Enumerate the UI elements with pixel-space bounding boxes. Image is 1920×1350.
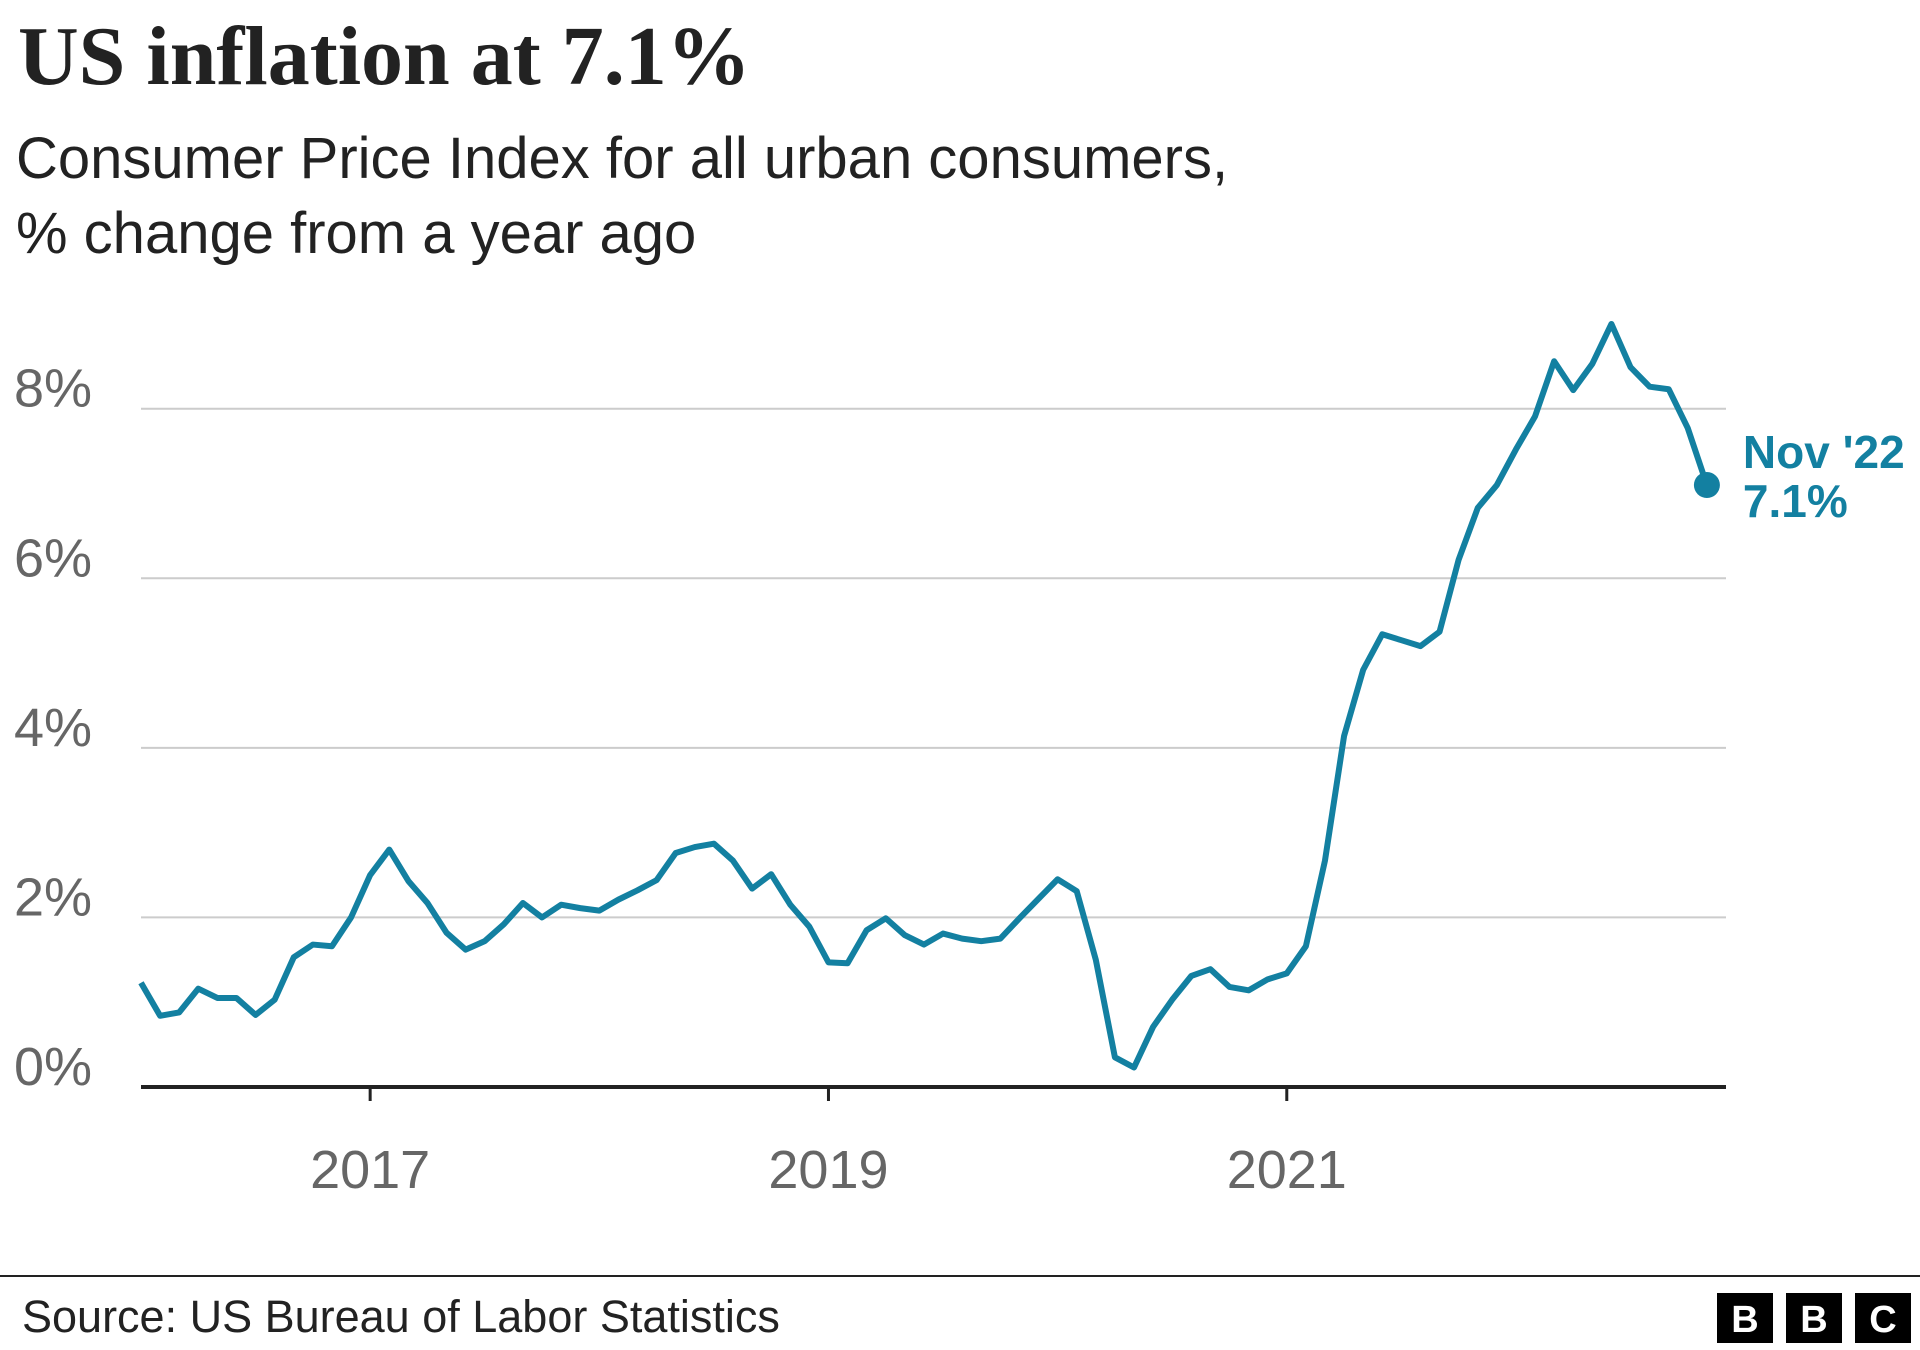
y-tick-label: 6% — [14, 528, 92, 588]
logo-box — [1855, 1293, 1911, 1343]
series-line — [138, 320, 1710, 1071]
chart-title: US inflation at 7.1% — [18, 10, 751, 103]
logo-letter: C — [1869, 1299, 1896, 1341]
y-tick-label: 0% — [14, 1037, 92, 1097]
x-tick-label: 2017 — [310, 1140, 430, 1200]
y-tick-label: 2% — [14, 867, 92, 927]
end-label-value: 7.1% — [1743, 475, 1848, 527]
logo-letter: B — [1800, 1299, 1827, 1341]
x-tick-label: 2019 — [768, 1140, 888, 1200]
source: Source: US Bureau of Labor Statistics — [22, 1291, 780, 1342]
logo-box — [1717, 1293, 1773, 1343]
end-label-date: Nov '22 — [1743, 426, 1905, 478]
logo-letter: B — [1731, 1299, 1758, 1341]
y-tick-label: 4% — [14, 698, 92, 758]
chart-subtitle: % change from a year ago — [16, 201, 696, 266]
chart-subtitle: Consumer Price Index for all urban consu… — [16, 126, 1228, 191]
x-tick-label: 2021 — [1227, 1140, 1347, 1200]
y-tick-label: 8% — [14, 359, 92, 419]
logo-box — [1786, 1293, 1842, 1343]
end-point — [1693, 472, 1720, 499]
